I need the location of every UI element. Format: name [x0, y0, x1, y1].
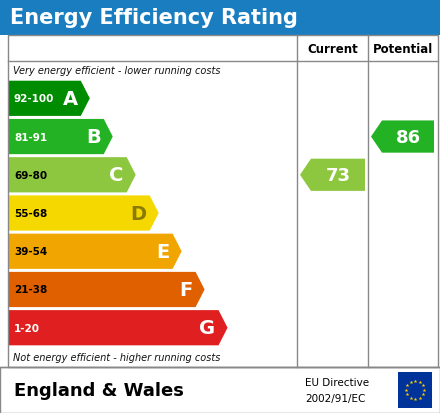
Polygon shape [8, 310, 227, 346]
Text: Not energy efficient - higher running costs: Not energy efficient - higher running co… [13, 352, 220, 362]
Polygon shape [8, 81, 90, 116]
Polygon shape [8, 158, 136, 193]
Text: 21-38: 21-38 [14, 285, 47, 295]
Polygon shape [371, 121, 434, 153]
Polygon shape [8, 120, 113, 155]
Text: 81-91: 81-91 [14, 132, 47, 142]
Text: 2002/91/EC: 2002/91/EC [305, 393, 365, 403]
Bar [8, 36, 438, 367]
Text: 39-54: 39-54 [14, 247, 47, 256]
Bar [0, 0, 440, 36]
Polygon shape [8, 272, 205, 307]
Text: F: F [180, 280, 193, 299]
Polygon shape [8, 234, 182, 269]
Bar [398, 372, 432, 408]
Text: 86: 86 [396, 128, 421, 146]
Text: G: G [199, 318, 216, 337]
Text: 69-80: 69-80 [14, 171, 47, 180]
Bar [0, 367, 440, 413]
Text: Very energy efficient - lower running costs: Very energy efficient - lower running co… [13, 66, 220, 76]
Text: A: A [62, 90, 78, 109]
Polygon shape [8, 196, 159, 231]
Text: 55-68: 55-68 [14, 209, 47, 218]
Text: Current: Current [307, 43, 358, 55]
Text: 73: 73 [326, 166, 351, 184]
Text: C: C [109, 166, 124, 185]
Text: 1-20: 1-20 [14, 323, 40, 333]
Polygon shape [300, 159, 365, 192]
Text: E: E [156, 242, 170, 261]
Text: England & Wales: England & Wales [14, 381, 184, 399]
Text: EU Directive: EU Directive [305, 377, 369, 387]
Text: Energy Efficiency Rating: Energy Efficiency Rating [10, 8, 298, 28]
Text: Potential: Potential [373, 43, 433, 55]
Text: 92-100: 92-100 [14, 94, 55, 104]
Text: D: D [131, 204, 147, 223]
Text: B: B [86, 128, 101, 147]
Bar [0, 367, 440, 413]
